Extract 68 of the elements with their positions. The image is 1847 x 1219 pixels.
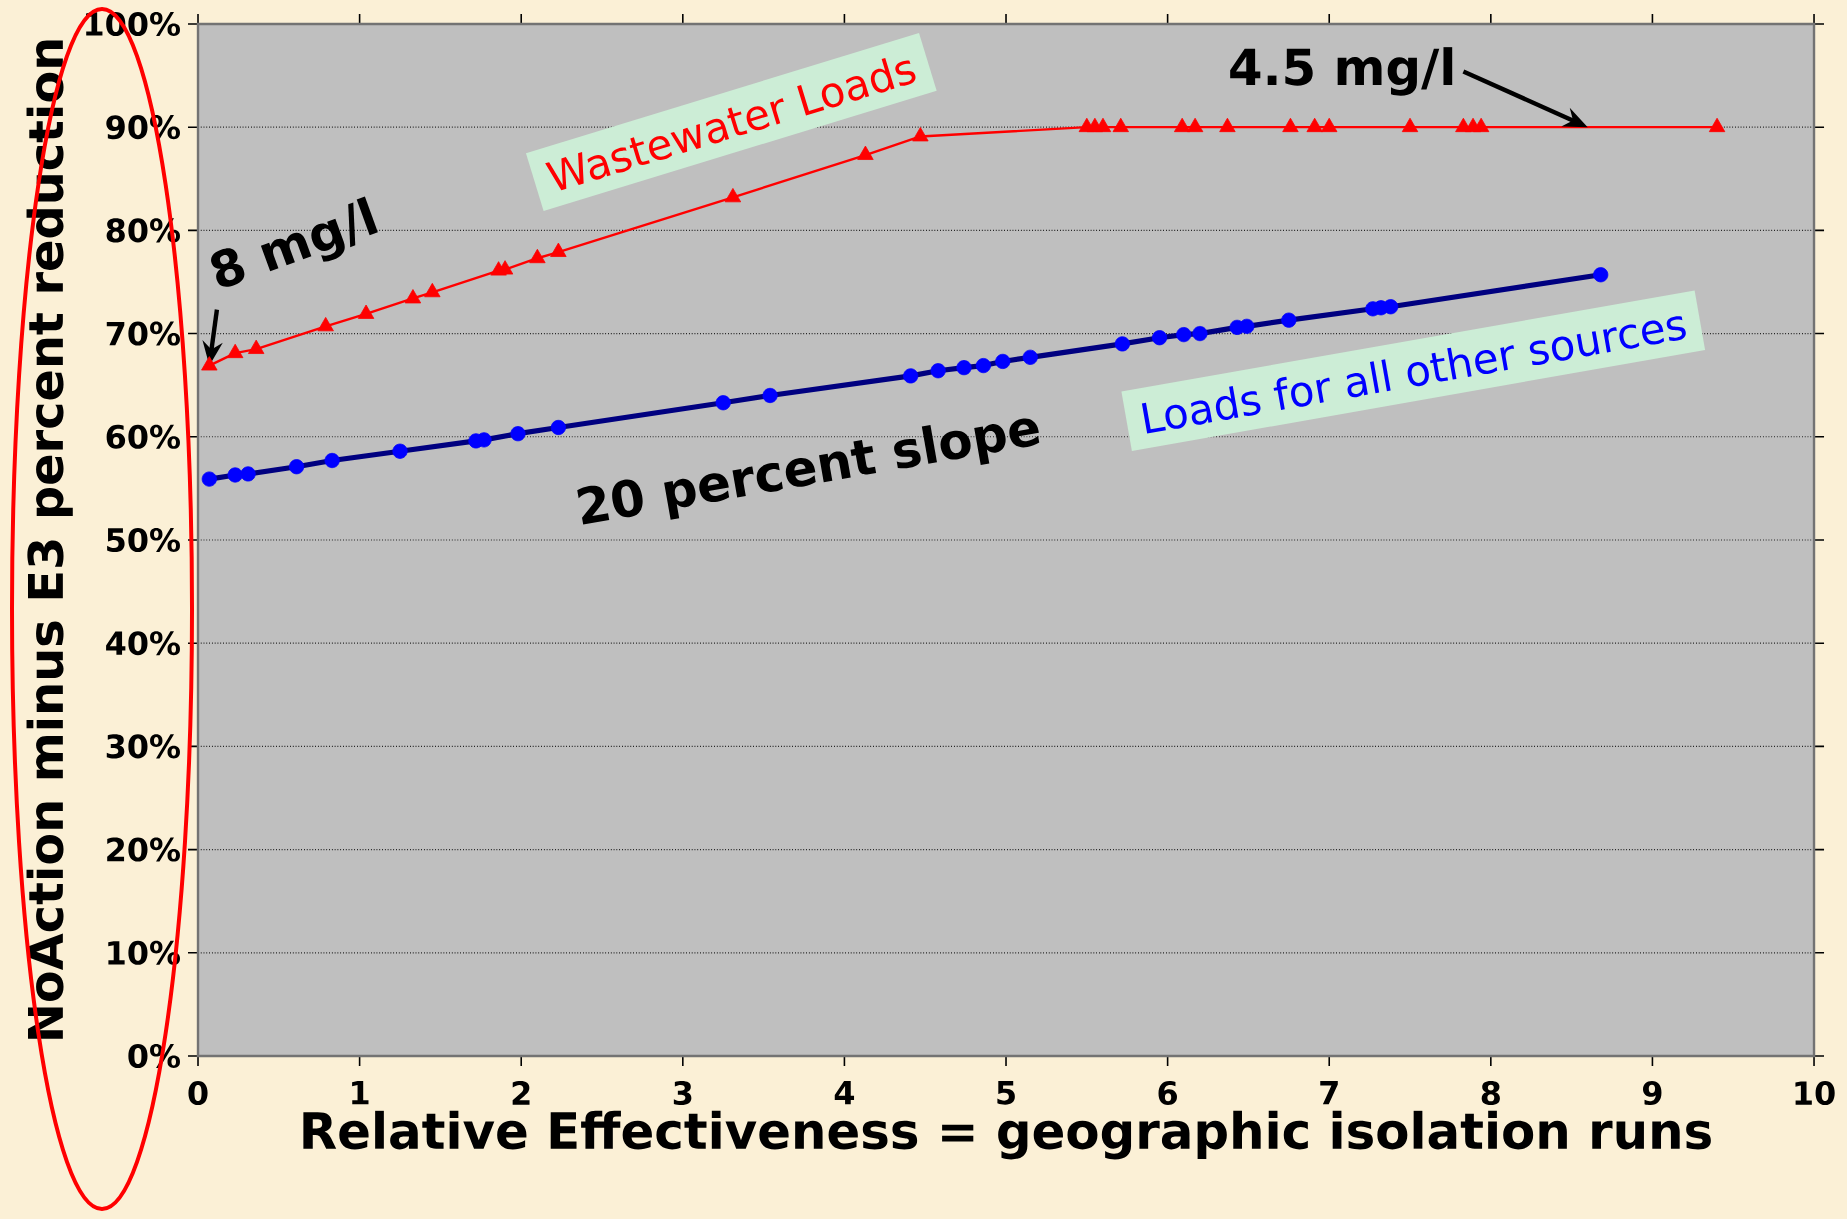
x-tick-label: 6: [1158, 1081, 1177, 1106]
point: [392, 443, 408, 459]
point: [762, 387, 778, 404]
point: [1321, 117, 1338, 133]
point: [1401, 117, 1419, 133]
point: [1383, 299, 1399, 315]
y-tick-label: 50%: [107, 527, 180, 553]
x-tick-label: 8: [1481, 1081, 1500, 1106]
point: [1186, 117, 1204, 133]
point: [1114, 336, 1130, 352]
y-tick-label: 30%: [106, 734, 180, 759]
point: [227, 467, 243, 483]
point: [857, 145, 874, 160]
y-tick-label: 40%: [106, 631, 180, 656]
point: [289, 459, 305, 475]
y-tick-label: 20%: [107, 837, 180, 862]
point: [1306, 117, 1323, 133]
point: [930, 363, 946, 379]
x-tick-label: 5: [997, 1081, 1015, 1105]
point: [1282, 117, 1299, 133]
point: [201, 471, 217, 487]
x-tick-label: 4: [834, 1081, 855, 1105]
point: [1022, 349, 1038, 365]
point: [324, 452, 340, 469]
point: [317, 316, 334, 332]
point: [956, 360, 972, 376]
point: [903, 368, 919, 384]
point: [1176, 327, 1192, 343]
point: [975, 357, 991, 374]
point: [550, 419, 566, 436]
point: [995, 353, 1011, 370]
x-tick-label: 9: [1642, 1081, 1662, 1106]
y-tick-label: 60%: [106, 424, 180, 449]
point: [510, 426, 526, 442]
point: [248, 339, 265, 354]
point: [227, 343, 244, 359]
point: [1593, 267, 1609, 283]
x-tick-label: 2: [512, 1081, 530, 1105]
x-axis-title: Relative Effectiveness = geographic isolation runs: [303, 1110, 1711, 1160]
point: [201, 356, 218, 371]
point: [1094, 117, 1112, 133]
x-tick-label: 1: [352, 1081, 369, 1105]
point: [1472, 117, 1490, 133]
point: [424, 282, 441, 298]
point: [715, 395, 731, 411]
annotation: 20 percent slope: [577, 418, 1040, 525]
x-tick-label: 3: [673, 1081, 692, 1106]
point: [357, 304, 375, 319]
point: [404, 289, 422, 304]
point: [1281, 312, 1297, 328]
annotation: 4.5 mg/l: [1230, 47, 1453, 96]
point: [1192, 326, 1208, 342]
x-tick-label: 7: [1320, 1081, 1338, 1105]
annotation: 8 mg/l: [211, 196, 378, 287]
point: [1239, 318, 1255, 334]
point: [240, 466, 256, 482]
point: [1708, 117, 1726, 133]
point: [1174, 117, 1191, 133]
x-tick-label: 0: [188, 1081, 208, 1106]
x-tick-label: 10: [1795, 1081, 1835, 1106]
point: [1151, 330, 1168, 346]
point: [1112, 117, 1129, 133]
point: [529, 248, 546, 264]
text: Loads for all other sources: [1141, 316, 1686, 434]
y-tick-label: 70%: [106, 321, 180, 346]
point: [912, 127, 929, 142]
point: [550, 242, 567, 257]
point: [1219, 117, 1236, 133]
